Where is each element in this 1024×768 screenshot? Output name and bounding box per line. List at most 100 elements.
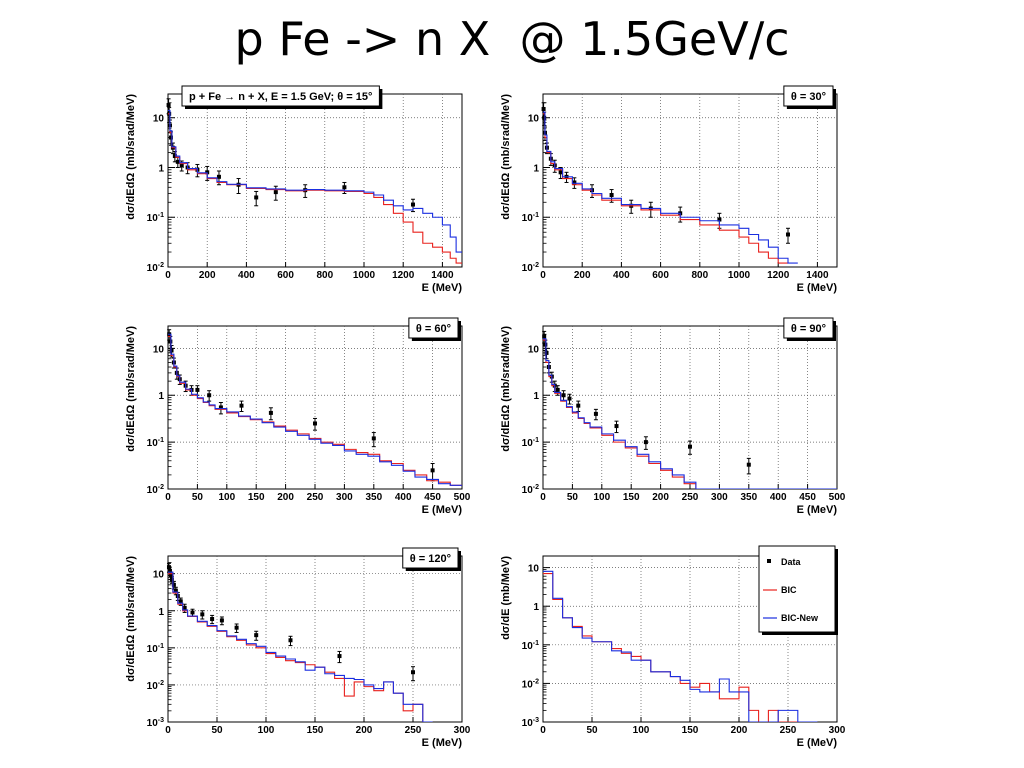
data-marker: [254, 195, 259, 200]
y-tick-label: 1: [158, 163, 164, 174]
data-point: [688, 440, 692, 455]
data-marker: [688, 444, 692, 449]
data-point: [337, 650, 342, 664]
data-point: [254, 190, 259, 207]
plot-area: 0 50 100 150 200 250 300 350 400 450 500 10-2 10-1 1 1…: [522, 325, 846, 503]
x-tick-label: 450: [799, 492, 816, 503]
data-marker: [614, 424, 619, 429]
x-tick-label: 300: [711, 492, 728, 503]
y-tick-label: 10-3: [147, 717, 164, 729]
series-bic-new-line: [543, 111, 798, 264]
data-marker: [219, 618, 224, 623]
title-box: [783, 317, 834, 339]
data-point: [786, 227, 790, 244]
data-marker: [171, 582, 176, 587]
x-tick-label: 200: [356, 725, 373, 736]
data-marker: [234, 625, 239, 630]
x-axis-label: E (MeV): [422, 737, 463, 749]
title-box: [181, 85, 380, 107]
x-axis-label: E (MeV): [797, 282, 838, 294]
data-marker: [172, 154, 177, 159]
data-marker: [430, 468, 435, 473]
data-point: [643, 436, 648, 450]
panel-integrated: 0 50 100 150 200 250 300 10-3 10-2 10-1 1 10 E (MeV)…: [500, 545, 846, 749]
data-marker: [411, 670, 415, 675]
data-point: [234, 623, 239, 633]
data-marker: [200, 612, 205, 617]
x-tick-label: 150: [682, 725, 699, 736]
series-bic-line: [168, 113, 462, 264]
data-marker: [166, 103, 171, 108]
x-tick-label: 1400: [806, 270, 829, 281]
x-tick-label: 450: [424, 492, 441, 503]
x-tick-label: 50: [567, 492, 579, 503]
x-tick-label: 100: [258, 725, 275, 736]
data-marker: [555, 387, 560, 392]
series-bic-new-line: [168, 571, 433, 722]
panel-theta-60: 0 50 100 150 200 250 300 350 400 450 500 10-2 10-1 1 1…: [125, 317, 471, 516]
data-marker: [175, 159, 180, 164]
data-marker: [342, 185, 347, 190]
y-tick-label: 10-2: [522, 484, 539, 496]
legend-label: BIC: [781, 585, 797, 595]
data-marker: [643, 440, 648, 445]
panel-title-label: θ = 30°: [791, 91, 826, 103]
data-marker: [337, 654, 342, 659]
y-axis-label: dσ/dEdΩ (mb/srad/MeV): [125, 326, 137, 452]
series-bic-new-line: [543, 338, 837, 489]
x-tick-label: 50: [192, 492, 204, 503]
x-tick-label: 50: [211, 725, 223, 736]
x-tick-label: 0: [165, 725, 171, 736]
data-marker: [178, 599, 183, 604]
data-marker: [239, 403, 244, 408]
x-tick-label: 1200: [767, 270, 790, 281]
data-marker: [173, 588, 178, 593]
x-tick-label: 500: [829, 492, 846, 503]
data-marker: [786, 232, 790, 237]
x-axis-label: E (MeV): [422, 282, 463, 294]
data-point: [371, 432, 376, 448]
data-marker: [210, 616, 215, 621]
data-marker: [207, 393, 212, 398]
data-marker: [288, 638, 293, 643]
x-tick-label: 250: [307, 492, 324, 503]
legend-label: BIC-New: [781, 613, 819, 623]
legend-marker: [767, 559, 771, 563]
panel-title-label: p + Fe → n + X, E = 1.5 GeV; θ = 15°: [189, 91, 372, 103]
x-tick-label: 0: [540, 725, 546, 736]
data-marker: [190, 610, 195, 615]
data-point: [567, 393, 572, 405]
data-point: [411, 666, 415, 682]
x-tick-label: 300: [454, 725, 471, 736]
data-marker: [268, 410, 273, 415]
y-tick-label: 10-2: [147, 484, 164, 496]
data-marker: [567, 396, 572, 401]
x-tick-label: 150: [248, 492, 265, 503]
data-marker: [168, 339, 173, 344]
data-marker: [195, 387, 200, 392]
y-axis-label: dσ/dEdΩ (mb/srad/MeV): [125, 94, 137, 220]
y-axis-label: dσ/dE (mb/MeV): [500, 556, 512, 640]
y-tick-label: 10: [528, 564, 540, 575]
y-tick-label: 10: [153, 570, 165, 581]
data-marker: [609, 192, 614, 197]
x-tick-label: 400: [395, 492, 412, 503]
x-tick-label: 100: [218, 492, 235, 503]
data-marker: [216, 174, 221, 179]
plot-area: 0 50 100 150 200 250 300 350 400 450 500 10-2 10-1 1 1…: [147, 325, 471, 503]
panel-title-label: θ = 60°: [416, 323, 451, 335]
x-tick-label: 200: [277, 492, 294, 503]
x-tick-label: 300: [336, 492, 353, 503]
x-tick-label: 400: [770, 492, 787, 503]
data-marker: [543, 342, 548, 347]
y-tick-label: 10-1: [147, 212, 164, 224]
y-axis-label: dσ/dEdΩ (mb/srad/MeV): [500, 326, 512, 452]
x-tick-label: 350: [365, 492, 382, 503]
data-point: [210, 614, 215, 625]
x-tick-label: 200: [731, 725, 748, 736]
data-marker: [273, 190, 278, 195]
x-tick-label: 300: [829, 725, 846, 736]
plot-area: 0 200 400 600 800 1000 1200 1400 10-2 10-1 1 10: [522, 93, 838, 281]
x-tick-label: 200: [652, 492, 669, 503]
y-tick-label: 10: [153, 114, 165, 125]
